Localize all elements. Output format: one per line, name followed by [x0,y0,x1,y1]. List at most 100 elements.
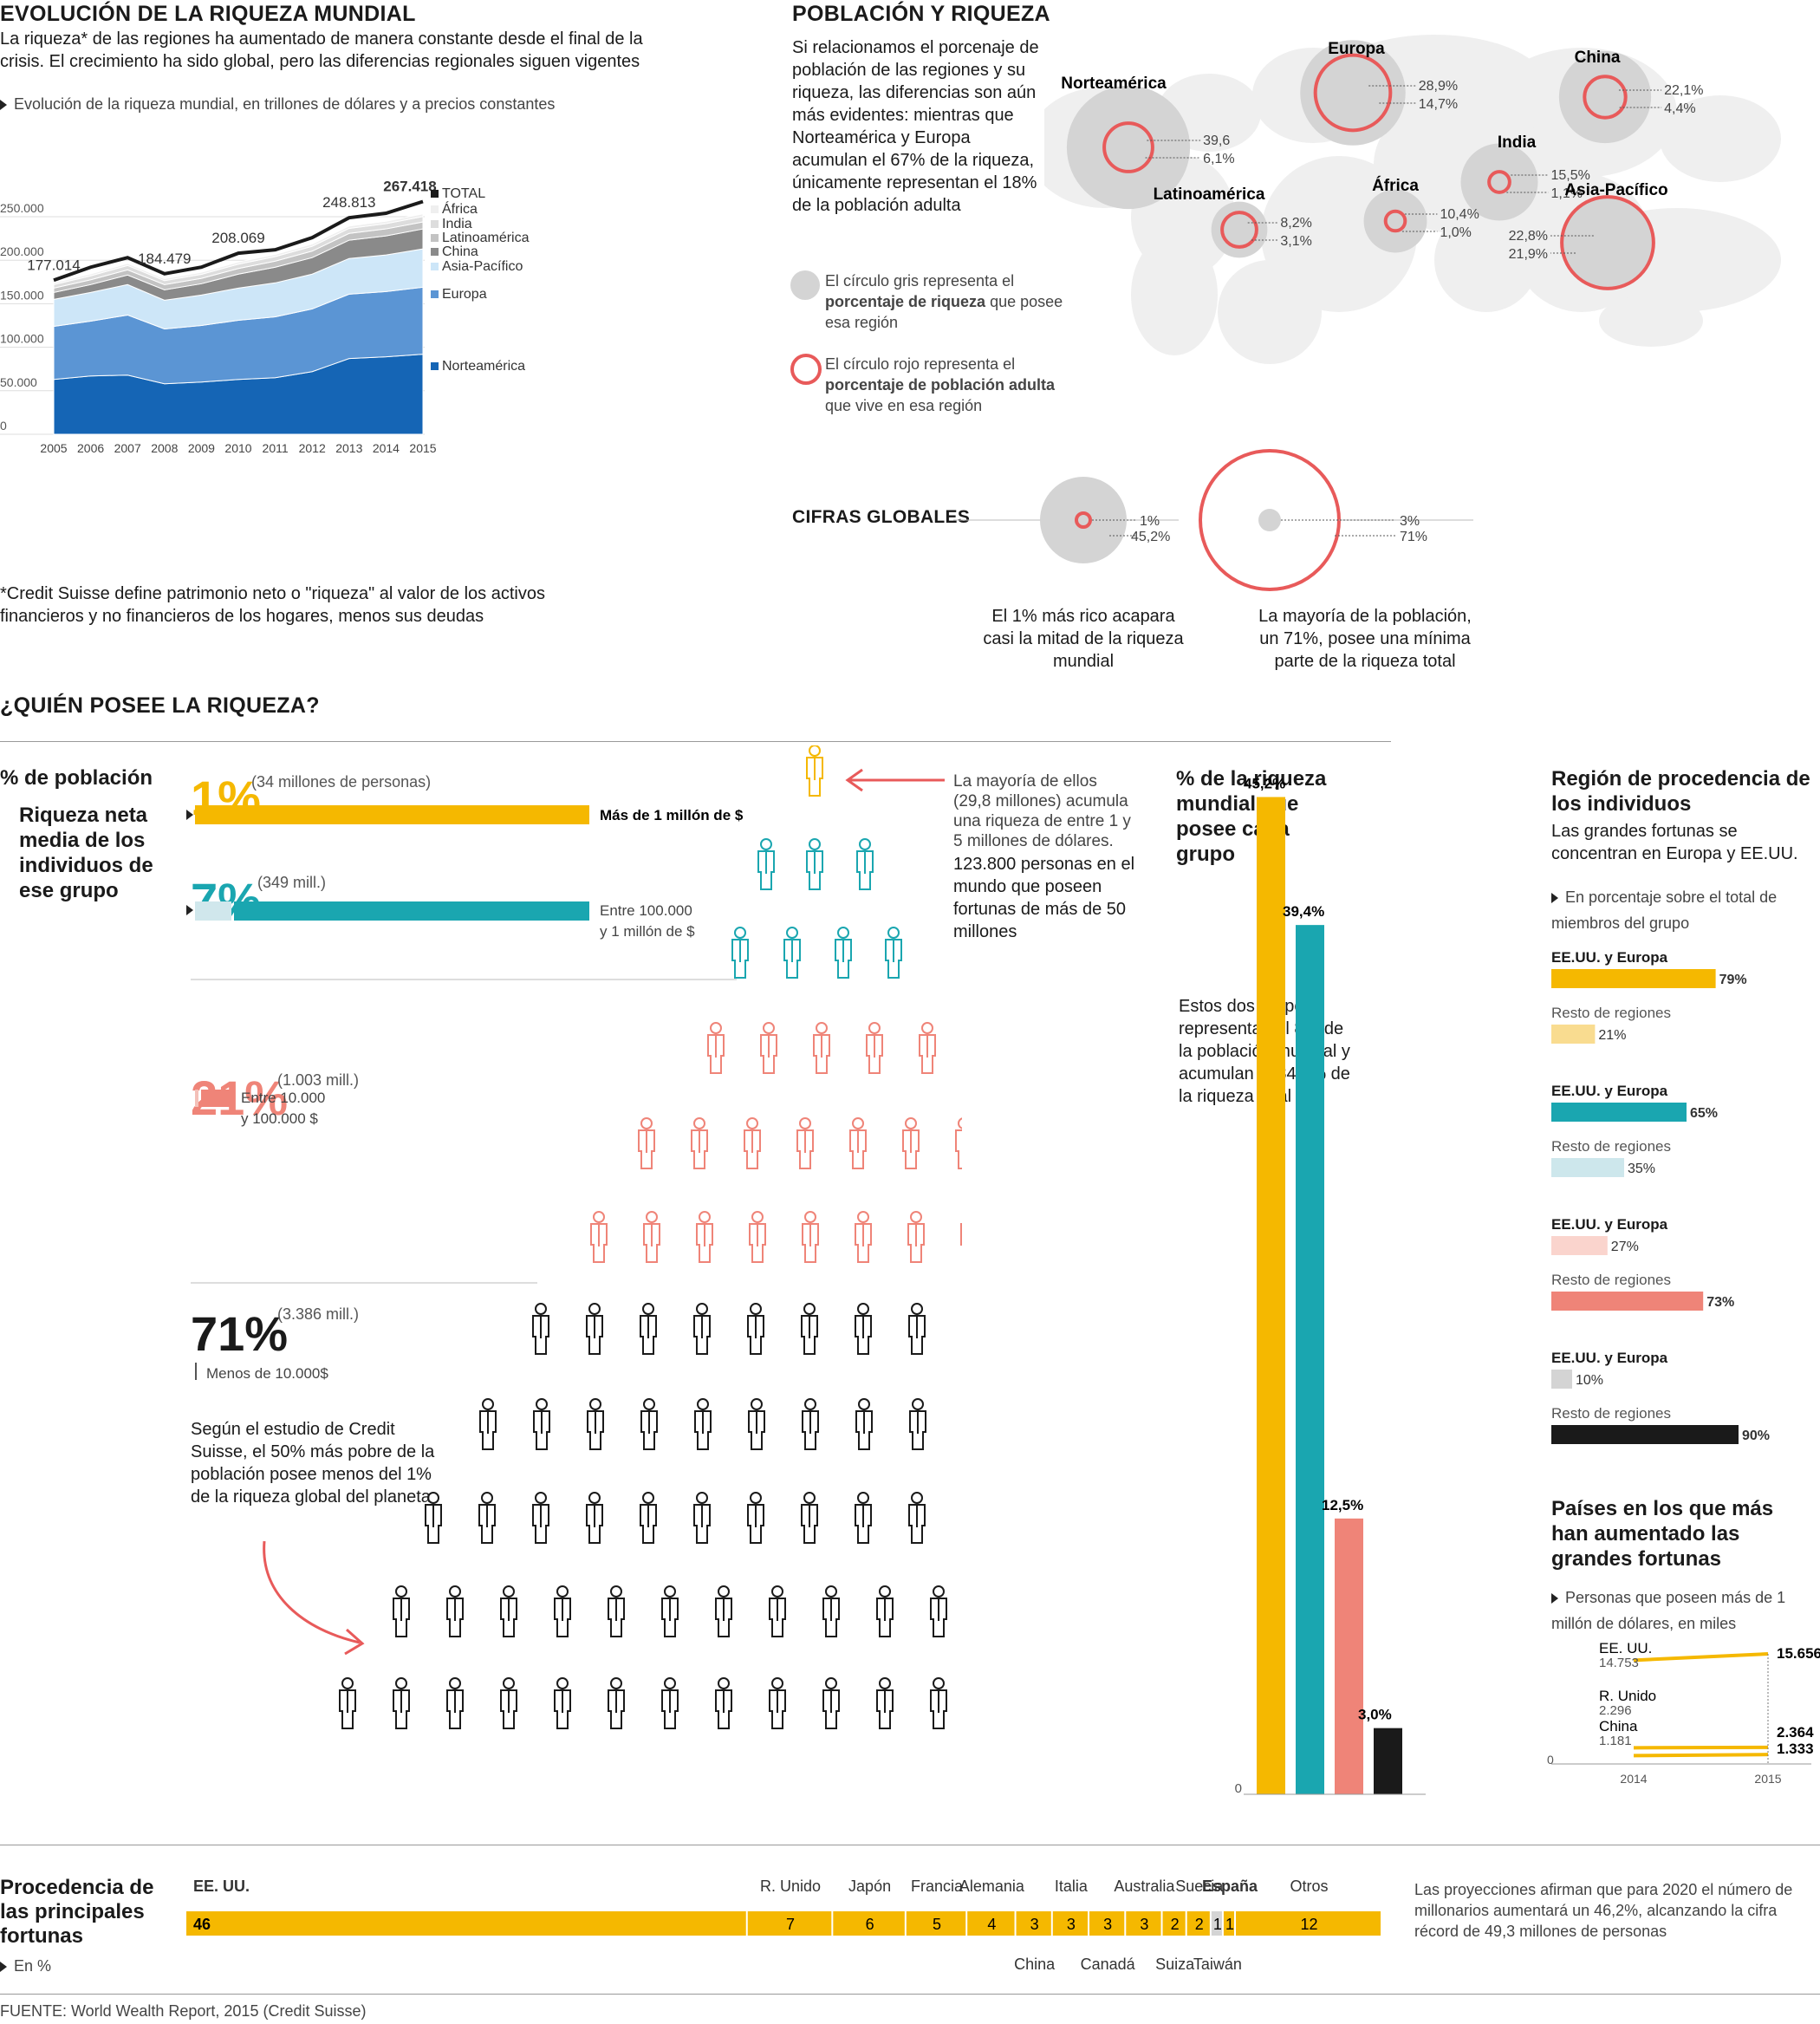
person-icon [661,1585,679,1637]
person-body [554,1689,571,1729]
population-value: 3,1% [1280,234,1311,249]
country-label: Australia [1114,1878,1175,1895]
person-body [661,1689,679,1729]
g1-pop-circle [1075,511,1092,529]
person-icon [902,1117,920,1169]
person-head [610,1677,622,1689]
person-body [661,1598,679,1637]
person-icon [749,1211,766,1263]
person-body [707,1034,725,1074]
person-body [587,1410,604,1450]
person-head [825,1585,837,1598]
wealth-bar-2-light [195,901,231,921]
fortune-value: 2 [1171,1916,1180,1933]
person-body [533,1410,550,1450]
land-mass [1131,234,1218,355]
person-body [955,1129,962,1169]
person-icon [479,1398,497,1450]
person-body [885,939,902,979]
person-icon [640,1398,658,1450]
person-icon [715,1585,732,1637]
g1-pop-value: 1% [1140,514,1160,529]
wealth-bar [1374,1728,1402,1794]
person-icon [532,1492,549,1544]
person-icon [586,1492,603,1544]
country-line [1633,1753,1769,1758]
person-head [746,1117,758,1129]
person-head [482,1398,494,1410]
bar-pointer-icon [186,810,193,820]
fortune-segment [1016,1911,1051,1936]
person-head [771,1677,783,1689]
fortune-segment [1126,1911,1161,1936]
person-body [554,1598,571,1637]
person-head [643,1398,655,1410]
x-tick-label: 2008 [151,441,178,455]
person-head [556,1677,569,1689]
person-head [751,1398,763,1410]
person-body [640,1410,658,1450]
person-head [804,1398,816,1410]
bar-label-2a: Entre 100.000 [600,902,692,919]
person-head [503,1585,515,1598]
total-value-label: 177.014 [27,257,80,273]
person-icon [960,1223,962,1246]
fortune-value: 3 [1140,1916,1148,1933]
group-count: (349 mill.) [257,874,326,891]
population-value: 1,1% [1550,186,1582,201]
population-circle [1220,211,1258,249]
person-icon [930,1585,947,1637]
person-head [696,1303,708,1315]
person-body [640,1504,657,1544]
population-value: 21,9% [1509,247,1548,262]
person-icon [587,1398,604,1450]
legend-swatch [431,248,439,256]
person-icon [822,1677,840,1729]
person-body [849,1129,867,1169]
person-body [822,1598,840,1637]
region-label: EE.UU. y Europa [1551,1216,1668,1233]
fortune-segment [1162,1911,1186,1936]
country-line [1633,1652,1769,1663]
fortune-value: 12 [1300,1916,1317,1933]
total-value-label: 184.479 [138,251,191,267]
wealth-value: 22,1% [1664,83,1703,98]
population-pyramid: 1%(34 millones de personas)7%(349 mill.)… [186,745,962,1729]
country-label: Otros [1290,1878,1329,1895]
region-bar [1551,1370,1572,1389]
global-caption-1: El 1% más rico acapara casi la mitad de … [983,607,1184,671]
person-icon [806,838,823,890]
person-head [911,1492,923,1504]
person-icon [393,1585,410,1637]
person-body [479,1410,497,1450]
wealth-bar-3 [201,1090,231,1107]
land-mass [1218,260,1322,364]
person-body [747,1504,764,1544]
land-mass [1599,295,1703,347]
person-icon [608,1585,625,1637]
fortune-value: 6 [866,1916,874,1933]
y-tick-label: 250.000 [0,201,44,215]
person-body [691,1129,708,1169]
person-body [638,1129,655,1169]
person-head [718,1677,730,1689]
fortune-segment [1089,1911,1125,1936]
net-wealth-label: Riqueza neta media de los individuos de … [19,804,153,902]
person-body [590,1223,608,1263]
person-body [500,1689,517,1729]
bar-label-4: Menos de 10.000$ [206,1365,328,1382]
person-icon [748,1398,765,1450]
person-head [887,927,900,939]
fortune-segment [1223,1911,1235,1936]
person-icon [907,1211,925,1263]
person-icon [806,745,823,797]
wealth-bar [1257,797,1285,1794]
legend-grey: El círculo gris representa el porcentaje… [790,270,1076,333]
person-head [664,1585,676,1598]
person-body [696,1223,713,1263]
person-head [710,1022,722,1034]
person-head [427,1492,439,1504]
person-head [556,1585,569,1598]
person-icon [640,1303,657,1355]
